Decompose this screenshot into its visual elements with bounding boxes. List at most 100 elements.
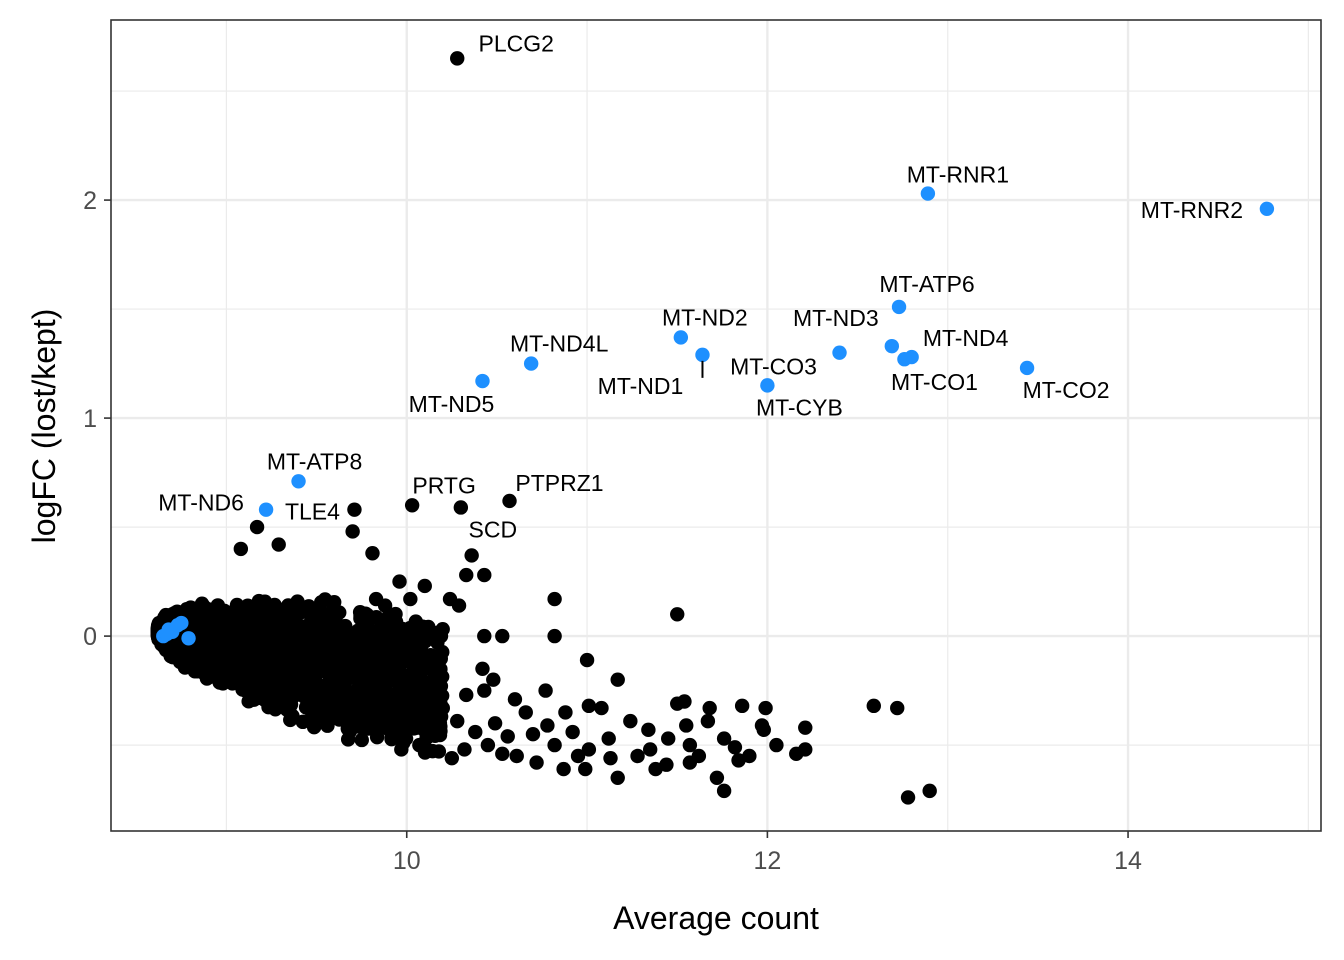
- data-point: [403, 591, 418, 607]
- data-point: [212, 657, 228, 673]
- point-label: MT-ATP8: [267, 448, 362, 474]
- data-point: [457, 742, 472, 757]
- data-point: [477, 628, 492, 644]
- point-label: MT-ND5: [409, 391, 495, 417]
- data-point: [486, 672, 501, 687]
- data-point: [404, 653, 419, 669]
- data-point: [451, 598, 467, 613]
- data-point: [277, 681, 293, 696]
- point-label: MT-CYB: [756, 394, 843, 420]
- data-point: [422, 648, 438, 663]
- point-label: MT-RNR1: [907, 162, 1009, 188]
- data-point: [641, 722, 656, 738]
- point-labels: PLCG2 MT-RNR1 MT-RNR2 MT-ATP6 MT-ND2 MT-ND1 MT…: [158, 30, 1243, 542]
- data-point: [367, 702, 383, 717]
- data-point: [495, 746, 510, 762]
- data-point-highlight: [1259, 201, 1275, 216]
- data-point: [433, 628, 449, 644]
- data-point: [412, 697, 427, 712]
- point-label: MT-ATP6: [879, 271, 974, 297]
- data-point: [401, 641, 416, 657]
- y-tick-label: 0: [83, 623, 97, 651]
- data-point: [487, 716, 503, 731]
- data-point: [321, 620, 337, 636]
- point-label: MT-ND6: [158, 490, 244, 516]
- data-point: [556, 761, 571, 777]
- point-label: PLCG2: [479, 30, 554, 56]
- x-axis-title: Average count: [613, 900, 819, 936]
- data-point: [384, 729, 399, 745]
- data-point: [459, 687, 474, 703]
- data-point: [648, 761, 663, 777]
- data-point: [379, 703, 394, 718]
- data-point: [211, 605, 226, 620]
- data-point-highlight: [258, 502, 274, 517]
- data-point: [700, 713, 716, 729]
- data-point: [610, 770, 625, 786]
- data-point: [327, 595, 342, 610]
- data-point: [315, 609, 330, 624]
- point-label: MT-ND4: [923, 325, 1009, 351]
- point-label: MT-RNR2: [1141, 197, 1243, 223]
- data-point: [475, 661, 490, 676]
- data-point: [459, 567, 474, 583]
- data-point: [731, 753, 746, 768]
- data-point: [355, 698, 371, 713]
- data-point: [716, 783, 732, 799]
- data-point: [581, 698, 597, 714]
- data-point: [900, 790, 916, 805]
- data-point: [412, 737, 427, 753]
- data-point-highlight: [475, 373, 490, 389]
- data-point-highlight: [884, 338, 900, 354]
- point-label: MT-ND3: [793, 305, 879, 331]
- point-label: SCD: [469, 516, 518, 542]
- y-axis-title: logFC (lost/kept): [26, 309, 62, 544]
- point-label: TLE4: [285, 499, 340, 525]
- data-point: [691, 748, 707, 764]
- data-point-highlight: [523, 356, 539, 371]
- data-point: [249, 519, 265, 535]
- data-point: [360, 656, 375, 671]
- y-tick-label: 2: [83, 187, 97, 215]
- data-point: [285, 650, 300, 666]
- data-point: [507, 692, 523, 707]
- data-point: [758, 700, 773, 716]
- data-point-highlight: [760, 378, 775, 393]
- data-point: [382, 644, 397, 660]
- data-point: [540, 718, 555, 733]
- data-point: [271, 537, 286, 552]
- data-point: [495, 628, 510, 644]
- data-point: [362, 687, 378, 702]
- data-point: [547, 591, 562, 607]
- data-point: [422, 727, 438, 742]
- data-point: [581, 742, 597, 757]
- data-point: [630, 748, 645, 764]
- data-point: [480, 737, 496, 753]
- data-point-highlight: [920, 186, 936, 201]
- data-point: [370, 717, 385, 733]
- data-point: [246, 664, 261, 680]
- data-point: [309, 660, 325, 675]
- data-point: [509, 748, 524, 764]
- data-point: [518, 705, 533, 720]
- data-point: [558, 705, 573, 720]
- data-point: [321, 691, 336, 706]
- data-point: [268, 620, 283, 636]
- data-point: [594, 700, 609, 716]
- data-point-labeled: [453, 500, 469, 515]
- data-point: [367, 638, 382, 653]
- data-point-highlight: [1019, 360, 1035, 376]
- y-tick-label: 1: [83, 405, 97, 433]
- data-point: [742, 748, 757, 764]
- data-point-highlight: [897, 352, 912, 367]
- data-points: [150, 51, 1275, 805]
- data-point: [389, 658, 404, 674]
- data-point-labeled: [450, 51, 465, 66]
- data-point: [570, 748, 586, 764]
- data-point: [477, 683, 492, 698]
- data-point: [769, 737, 784, 753]
- x-tick-label: 10: [393, 847, 421, 875]
- data-point-highlight: [181, 631, 196, 646]
